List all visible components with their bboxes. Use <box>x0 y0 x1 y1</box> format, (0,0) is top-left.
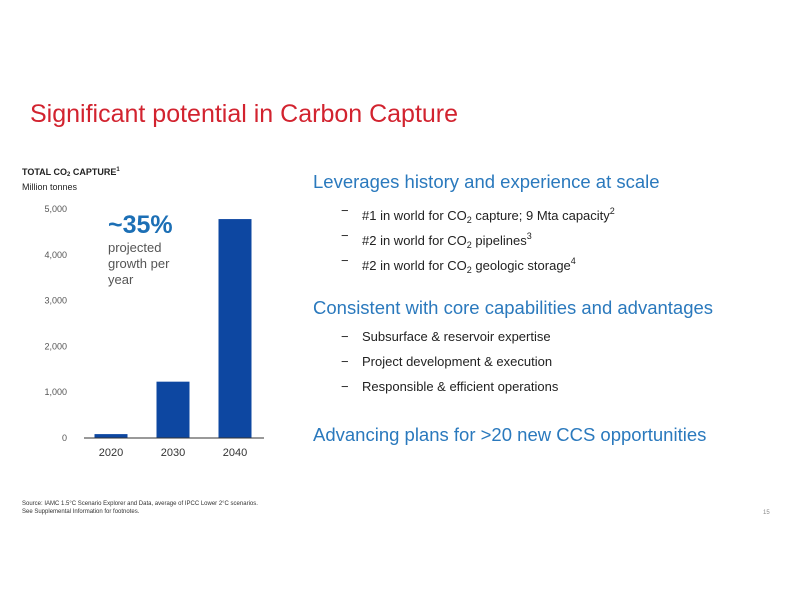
bullet-item: − #1 in world for CO2 capture; 9 Mta capa… <box>341 203 615 225</box>
y-tick-label: 5,000 <box>44 204 67 214</box>
x-tick-label: 2040 <box>223 447 247 459</box>
growth-callout: ~35% projected growth per year <box>108 210 188 288</box>
chart-unit: Million tonnes <box>22 182 78 192</box>
section-opportunities: Advancing plans for >20 new CCS opportun… <box>313 424 706 446</box>
growth-text: projected growth per year <box>108 240 170 287</box>
growth-value: ~35% <box>108 211 173 239</box>
y-tick-label: 3,000 <box>44 296 67 306</box>
x-tick-label: 2020 <box>99 447 123 459</box>
chart-title: TOTAL CO2 CAPTURE1 <box>22 167 120 178</box>
bullet-item: − Responsible & efficient operations <box>341 379 559 394</box>
bar-2040 <box>218 219 252 438</box>
section-history: Leverages history and experience at scal… <box>313 171 660 277</box>
bullet-list: − #1 in world for CO2 capture; 9 Mta capa… <box>313 202 660 277</box>
bar-2030 <box>156 381 190 438</box>
source-note: Source: IAMC 1.5°C Scenario Explorer and… <box>22 500 258 516</box>
section-title: Consistent with core capabilities and ad… <box>313 297 714 318</box>
y-tick-label: 1,000 <box>44 387 67 397</box>
bullet-item: − #2 in world for CO2 pipelines3 <box>341 228 532 250</box>
page-number: 15 <box>763 510 770 516</box>
y-tick-label: 4,000 <box>44 250 67 260</box>
x-tick-label: 2030 <box>161 447 185 459</box>
bullet-list: − Subsurface & reservoir expertise − Proje… <box>313 328 713 403</box>
source-line: See Supplemental Information for footnot… <box>22 509 140 515</box>
bar-chart: 0 1,000 2,000 3,000 4,000 5,000 2020 2030 2040 <box>44 204 264 459</box>
y-tick-label: 2,000 <box>44 341 67 351</box>
chart-header: TOTAL CO2 CAPTURE1 Million tonnes <box>22 164 120 193</box>
bullet-item: − Subsurface & reservoir expertise <box>341 329 551 344</box>
bullet-item: − Project development & execution <box>341 354 553 369</box>
section-title: Leverages history and experience at scal… <box>313 171 660 192</box>
bullet-item: − #2 in world for CO2 geologic storage4 <box>341 253 576 275</box>
section-capabilities: Consistent with core capabilities and ad… <box>313 297 713 403</box>
y-tick-label: 0 <box>62 433 67 443</box>
section-title: Advancing plans for >20 new CCS opportun… <box>313 424 707 445</box>
bar-2020 <box>94 434 128 438</box>
slide-title: Significant potential in Carbon Capture <box>30 100 459 128</box>
source-line: Source: IAMC 1.5°C Scenario Explorer and… <box>22 501 258 507</box>
